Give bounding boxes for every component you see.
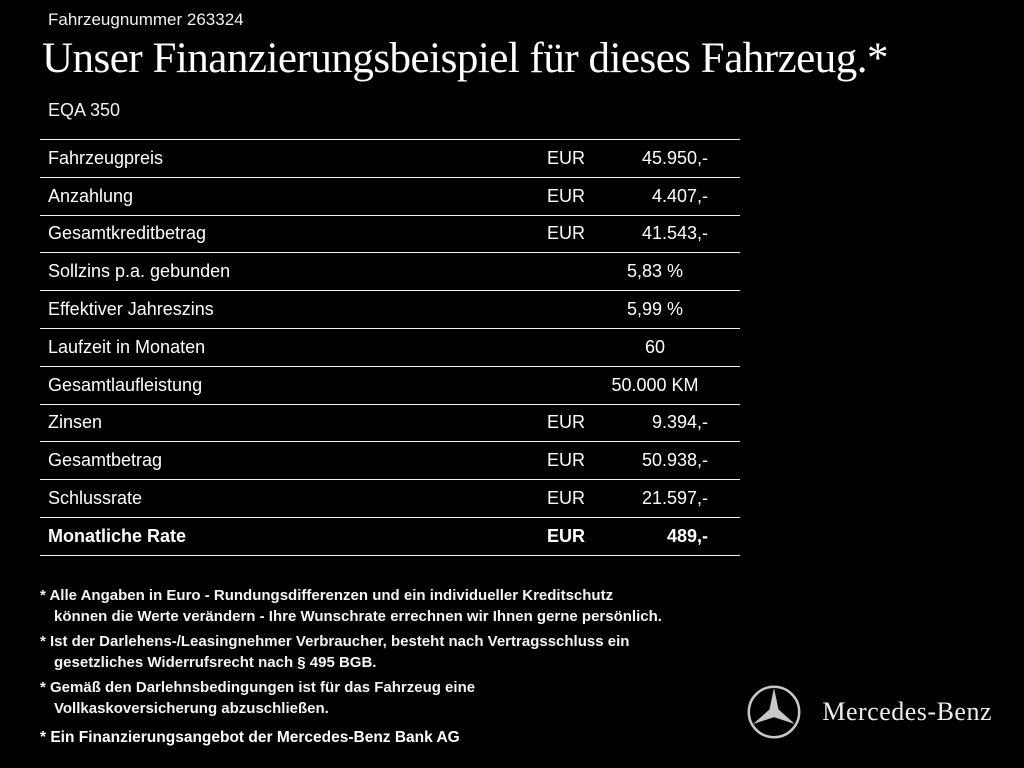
footnote: * Alle Angaben in Euro - Rundungsdiffere… (40, 585, 662, 627)
row-label: Schlussrate (48, 488, 143, 509)
row-label: Anzahlung (48, 185, 134, 206)
brand: Mercedes-Benz (746, 684, 992, 740)
footnote-line: * Alle Angaben in Euro - Rundungsdiffere… (40, 587, 614, 604)
table-row: Anzahlung EUR 4.407,- (40, 178, 740, 216)
row-label: Monatliche Rate (48, 525, 187, 546)
row-currency: EUR (547, 488, 586, 509)
table-row: Gesamtkreditbetrag EUR 41.543,- (40, 216, 740, 254)
row-label: Effektiver Jahreszins (48, 299, 214, 320)
table-row: Schlussrate EUR 21.597,- (40, 480, 740, 518)
footnote-line: * Ist der Darlehens-/Leasingnehmer Verbr… (40, 633, 630, 650)
footnote-line: gesetzliches Widerrufsrecht nach § 495 B… (54, 654, 377, 671)
footnote-line: können die Werte verändern - Ihre Wunsch… (54, 608, 662, 625)
footnotes: * Alle Angaben in Euro - Rundungsdiffere… (40, 585, 662, 723)
row-value: 489,- (666, 525, 708, 546)
page-title: Unser Finanzierungsbeispiel für dieses F… (42, 35, 889, 82)
row-value: 5,99 % (626, 299, 684, 320)
row-currency: EUR (547, 450, 586, 471)
row-label: Gesamtlaufleistung (48, 374, 203, 395)
vehicle-number: Fahrzeugnummer 263324 (48, 10, 244, 29)
row-value: 4.407,- (651, 185, 708, 206)
row-value: 21.597,- (641, 488, 708, 509)
row-value: 5,83 % (626, 261, 684, 282)
offer-note: * Ein Finanzierungsangebot der Mercedes-… (40, 729, 460, 746)
table-row: Effektiver Jahreszins 5,99 % (40, 291, 740, 329)
footnote-line: Vollkaskoversicherung abzuschließen. (54, 700, 329, 717)
row-value: 50.000 KM (611, 374, 699, 395)
footnote-line: * Gemäß den Darlehnsbedingungen ist für … (40, 679, 476, 696)
row-label: Zinsen (48, 412, 103, 433)
model-name: EQA 350 (48, 100, 121, 120)
row-label: Laufzeit in Monaten (48, 336, 206, 357)
table-row: Fahrzeugpreis EUR 45.950,- (40, 140, 740, 178)
table-row: Laufzeit in Monaten 60 (40, 329, 740, 367)
table-row: Gesamtbetrag EUR 50.938,- (40, 442, 740, 481)
row-value: 60 (644, 336, 666, 357)
row-currency: EUR (547, 185, 586, 206)
row-currency: EUR (547, 412, 586, 433)
mercedes-star-icon (747, 685, 801, 739)
row-value: 9.394,- (651, 412, 708, 433)
row-value: 41.543,- (641, 223, 708, 244)
row-currency: EUR (547, 223, 586, 244)
row-label: Sollzins p.a. gebunden (48, 261, 231, 282)
row-label: Fahrzeugpreis (48, 147, 164, 168)
row-label: Gesamtkreditbetrag (48, 223, 207, 244)
brand-name: Mercedes-Benz (822, 697, 992, 726)
row-currency: EUR (547, 525, 586, 546)
table-row: Sollzins p.a. gebunden 5,83 % (40, 253, 740, 292)
row-currency: EUR (547, 147, 586, 168)
row-value: 45.950,- (641, 147, 708, 168)
footnote: * Gemäß den Darlehnsbedingungen ist für … (40, 677, 662, 719)
table-row-monthly-rate: Monatliche Rate EUR 489,- (40, 518, 740, 556)
footnote: * Ist der Darlehens-/Leasingnehmer Verbr… (40, 631, 662, 673)
row-label: Gesamtbetrag (48, 450, 163, 471)
finance-table: Fahrzeugpreis EUR 45.950,- Anzahlung EUR… (40, 139, 740, 556)
table-row: Zinsen EUR 9.394,- (40, 405, 740, 443)
table-row: Gesamtlaufleistung 50.000 KM (40, 367, 740, 405)
row-value: 50.938,- (641, 450, 708, 471)
